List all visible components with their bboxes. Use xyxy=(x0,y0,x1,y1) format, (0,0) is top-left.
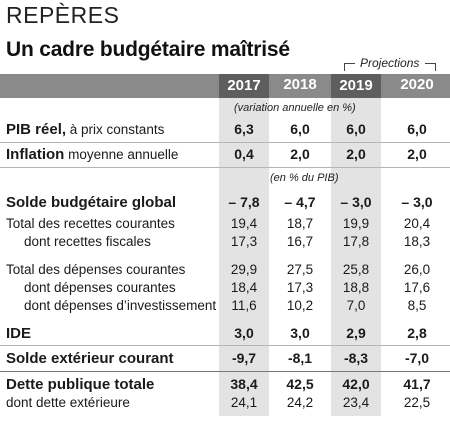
kicker: REPÈRES xyxy=(6,2,120,28)
table-cell: 2,0 xyxy=(346,146,366,162)
table-cell: 19,9 xyxy=(342,216,370,231)
table-cell: 24,1 xyxy=(230,395,258,410)
column-highlight-2019 xyxy=(331,98,381,416)
table-cell: 8,5 xyxy=(407,298,427,313)
table-cell: 16,7 xyxy=(286,234,314,249)
table-cell: 41,7 xyxy=(403,376,431,392)
table-row-pib-reel: PIB réel, à prix constants 6,3 6,0 6,0 6… xyxy=(0,121,450,139)
table-cell: – 7,8 xyxy=(228,194,260,210)
table-cell: 42,0 xyxy=(342,376,370,392)
table-row-depenses-invest: dont dépenses d’investissement 11,6 10,2… xyxy=(0,298,450,316)
table-cell: 6,0 xyxy=(290,121,310,137)
table-cell: 6,3 xyxy=(234,121,254,137)
table-cell: 20,4 xyxy=(403,216,431,231)
table-cell: 29,9 xyxy=(230,262,258,277)
table-cell: 2,8 xyxy=(407,325,427,341)
row-label: Solde budgétaire global xyxy=(6,194,177,211)
table-cell: 2,0 xyxy=(290,146,310,162)
row-label: Solde extérieur courant xyxy=(6,350,174,367)
projections-label: Projections xyxy=(360,56,420,70)
table-cell: 27,5 xyxy=(286,262,314,277)
table-cell: 3,0 xyxy=(234,325,254,341)
row-divider xyxy=(0,167,450,168)
row-divider xyxy=(0,345,450,346)
table-cell: 17,3 xyxy=(286,280,314,295)
year-header: 2017 xyxy=(219,74,269,98)
table-cell: 18,8 xyxy=(342,280,370,295)
row-label: Total des recettes courantes xyxy=(6,216,175,231)
table-row-ide: IDE 3,0 3,0 2,9 2,8 xyxy=(0,325,450,343)
table-cell: -9,7 xyxy=(231,350,257,366)
row-divider xyxy=(0,371,450,372)
row-label: Dette publique totale xyxy=(6,376,155,393)
row-label: PIB réel, à prix constants xyxy=(6,121,165,138)
table-cell: 3,0 xyxy=(290,325,310,341)
table-cell: 17,3 xyxy=(230,234,258,249)
table-row-solde-exterieur: Solde extérieur courant -9,7 -8,1 -8,3 -… xyxy=(0,350,450,368)
year-header: 2020 xyxy=(400,76,434,93)
column-highlight-2017 xyxy=(219,98,269,416)
table-cell: -8,3 xyxy=(343,350,369,366)
year-header: 2018 xyxy=(283,76,317,93)
row-label: dont dépenses d’investissement xyxy=(24,298,217,313)
table-cell: 7,0 xyxy=(346,298,366,313)
table-cell: -8,1 xyxy=(287,350,313,366)
table-row-dette-ext: dont dette extérieure 24,1 24,2 23,4 22,… xyxy=(0,395,450,413)
table-cell: 17,6 xyxy=(403,280,431,295)
table-cell: 42,5 xyxy=(286,376,314,392)
table-cell: 25,8 xyxy=(342,262,370,277)
table-cell: 2,9 xyxy=(346,325,366,341)
table-row-dette: Dette publique totale 38,4 42,5 42,0 41,… xyxy=(0,376,450,394)
table-cell: 38,4 xyxy=(230,376,258,392)
table-row-inflation: Inflation moyenne annuelle 0,4 2,0 2,0 2… xyxy=(0,146,450,164)
table-cell: -7,0 xyxy=(404,350,430,366)
table-cell: 26,0 xyxy=(403,262,431,277)
table-row-depenses-courantes: dont dépenses courantes 18,4 17,3 18,8 1… xyxy=(0,280,450,298)
table-cell: 18,4 xyxy=(230,280,258,295)
table-cell: 10,2 xyxy=(286,298,314,313)
row-divider xyxy=(0,142,450,143)
row-label: Total des dépenses courantes xyxy=(6,262,186,277)
table-cell: 24,2 xyxy=(286,395,314,410)
table-cell: 2,0 xyxy=(407,146,427,162)
table-cell: 6,0 xyxy=(407,121,427,137)
table-cell: 0,4 xyxy=(234,146,254,162)
page-title: Un cadre budgétaire maîtrisé xyxy=(6,38,290,61)
table-header: 2017 2018 2019 2020 xyxy=(0,74,450,98)
table-cell: 23,4 xyxy=(342,395,370,410)
table-cell: 18,3 xyxy=(403,234,431,249)
row-label: IDE xyxy=(6,325,32,342)
table-cell: 11,6 xyxy=(231,298,257,313)
year-header: 2019 xyxy=(331,74,381,98)
table-cell: 6,0 xyxy=(346,121,366,137)
table-cell: 22,5 xyxy=(403,395,431,410)
row-label: dont dépenses courantes xyxy=(24,280,176,295)
table-cell: 18,7 xyxy=(286,216,314,231)
table-cell: 19,4 xyxy=(230,216,258,231)
table-cell: – 3,0 xyxy=(340,194,372,210)
table-row-solde-budgetaire: Solde budgétaire global – 7,8 – 4,7 – 3,… xyxy=(0,194,450,212)
table-row-recettes-fiscales: dont recettes fiscales 17,3 16,7 17,8 18… xyxy=(0,234,450,252)
table-cell: – 3,0 xyxy=(401,194,433,210)
row-label: dont dette extérieure xyxy=(6,395,130,410)
row-label: dont recettes fiscales xyxy=(24,234,151,249)
table-row-depenses: Total des dépenses courantes 29,9 27,5 2… xyxy=(0,262,450,280)
unit-note-variation: (variation annuelle en %) xyxy=(234,102,356,114)
unit-note-pib: (en % du PIB) xyxy=(270,172,339,184)
projections-bracket: Projections xyxy=(344,56,436,71)
row-label: Inflation moyenne annuelle xyxy=(6,146,179,163)
table-cell: – 4,7 xyxy=(284,194,316,210)
table-row-recettes: Total des recettes courantes 19,4 18,7 1… xyxy=(0,216,450,234)
table-cell: 17,8 xyxy=(342,234,370,249)
